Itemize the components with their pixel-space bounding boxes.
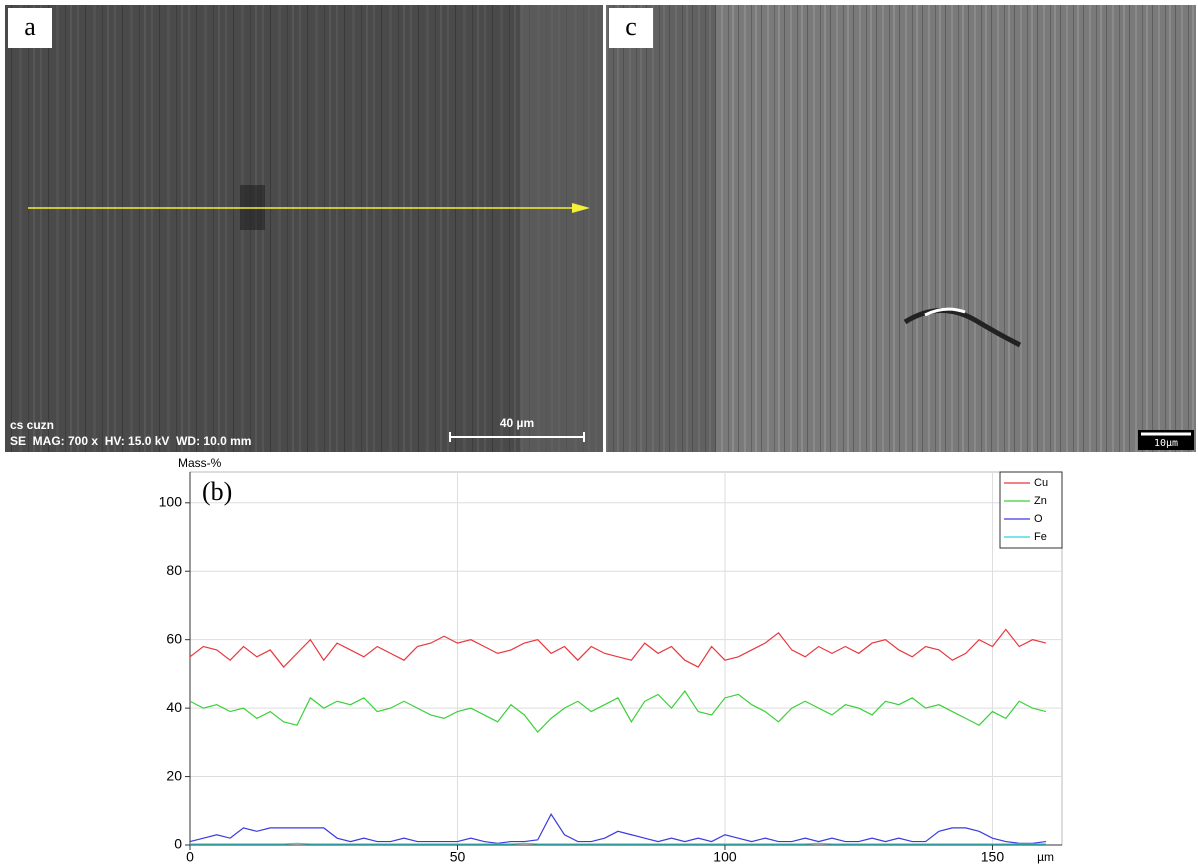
sem-feature (924, 307, 966, 317)
series-line (189, 628, 1047, 668)
panel-label: c (625, 12, 637, 41)
series-line (189, 689, 1047, 733)
y-tick-label: 100 (159, 494, 183, 510)
scan-arrow (572, 203, 590, 213)
sem-info: SE MAG: 700 x HV: 15.0 kV WD: 10.0 mm (10, 434, 251, 448)
series-line (189, 813, 1047, 844)
sem-region (606, 5, 716, 452)
y-tick-label: 80 (166, 562, 182, 578)
scale-bar-label: 10µm (1154, 438, 1178, 449)
x-axis-label: µm (1037, 850, 1054, 864)
legend-label: O (1034, 513, 1043, 525)
x-tick-label: 0 (186, 849, 194, 865)
x-tick-label: 150 (981, 849, 1005, 865)
legend-label: Cu (1034, 477, 1048, 489)
panel-label: (b) (202, 477, 232, 506)
y-tick-label: 60 (166, 630, 182, 646)
x-tick-label: 100 (713, 849, 737, 865)
x-tick-label: 50 (450, 849, 466, 865)
chart: 0 20 40 60 80 100 0 50 100 150 Mass-% µm (b) Cu Zn O Fe (159, 456, 1063, 865)
label-box (609, 8, 653, 48)
y-tick-label: 0 (174, 836, 182, 852)
legend-label: Fe (1034, 531, 1047, 543)
sem-feature (903, 308, 1022, 348)
y-tick-label: 40 (166, 699, 182, 715)
y-tick-label: 20 (166, 767, 182, 783)
panel-label: a (24, 12, 36, 41)
sem-annotation: cs cuzn (10, 418, 54, 432)
scale-bar-label: 40 µm (500, 416, 534, 430)
y-axis-label: Mass-% (178, 456, 222, 470)
scale-bar (449, 432, 585, 442)
label-box (8, 8, 52, 48)
sem-region (520, 5, 603, 452)
sem-image-c (606, 5, 1196, 452)
legend-label: Zn (1034, 495, 1047, 507)
sem-image-a (5, 5, 603, 452)
series-line (190, 842, 1046, 845)
legend-box (999, 471, 1063, 549)
